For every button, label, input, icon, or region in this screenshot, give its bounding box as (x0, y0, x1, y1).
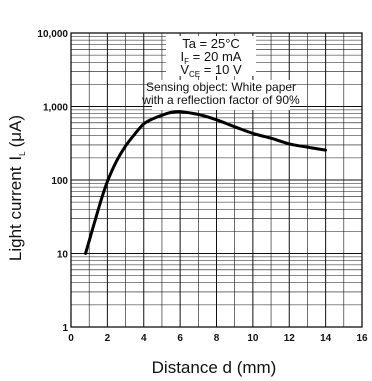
y-tick-label: 100 (51, 176, 68, 187)
y-tick-label: 10,000 (37, 29, 68, 40)
x-axis-title: Distance d (mm) (152, 358, 277, 377)
if-symbol: I (181, 49, 185, 64)
x-tick-label: 14 (320, 333, 332, 344)
x-tick-label: 4 (141, 333, 147, 344)
ta-condition: Ta = 25°C (182, 36, 240, 51)
x-tick-label: 12 (284, 333, 296, 344)
if-value: = 20 mA (189, 49, 242, 64)
sensing-label-background (152, 80, 290, 110)
if-subscript: F (184, 57, 189, 66)
conditions-label-background (166, 36, 256, 76)
x-tick-label: 6 (177, 333, 183, 344)
y-axis-title-main: Light current (6, 166, 25, 261)
x-tick-label: 0 (68, 333, 74, 344)
y-axis-title-subscript: L (18, 151, 27, 156)
y-axis-title-unit: (μA) (6, 115, 25, 147)
conditions-box: Ta = 25°C IF = 20 mA VCE = 10 V Sensing … (141, 36, 300, 110)
sensing-object-line-1: Sensing object: White paper (146, 80, 296, 94)
y-tick-label: 1,000 (43, 103, 68, 114)
vce-subscript: CE (189, 70, 200, 79)
x-tick-label: 16 (356, 333, 368, 344)
ticks-layer: 0 2 4 6 8 10 12 14 16 1 10 100 1,000 10,000 (37, 29, 368, 344)
if-condition: IF = 20 mA (181, 49, 242, 66)
x-tick-label: 2 (105, 333, 111, 344)
y-tick-label: 10 (57, 250, 69, 261)
vce-symbol: V (180, 62, 189, 77)
y-tick-label: 1 (62, 323, 68, 334)
vce-condition: VCE = 10 V (180, 62, 242, 79)
x-tick-label: 8 (214, 333, 220, 344)
plot-frame (70, 32, 363, 328)
x-tick-label: 10 (247, 333, 259, 344)
sensing-object-line-2: with a reflection factor of 90% (141, 93, 300, 107)
vce-value: = 10 V (200, 62, 242, 77)
grid-layer (71, 33, 362, 327)
y-axis-title: Light current IL (μA) (6, 115, 27, 261)
series-line-0 (84, 110, 328, 255)
y-axis-title-symbol: I (6, 156, 25, 161)
curve-layer (84, 110, 328, 255)
